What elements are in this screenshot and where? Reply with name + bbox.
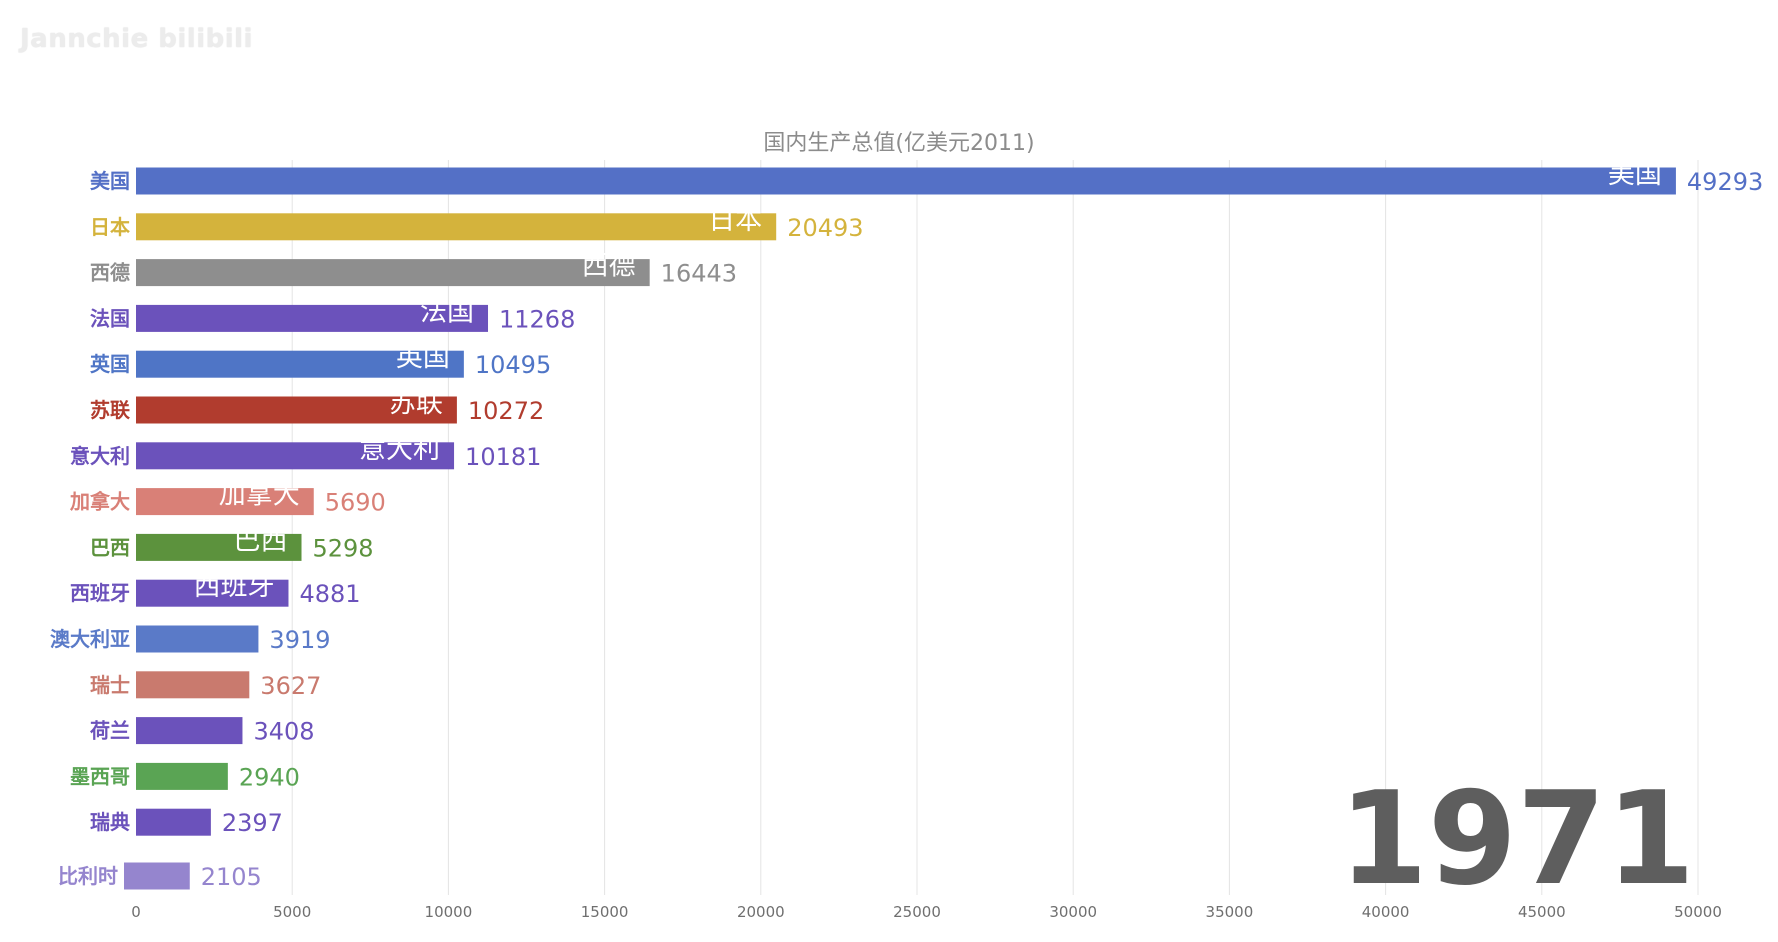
bar-value-label: 3408 <box>253 718 314 746</box>
bar-inner-label: 法国 <box>420 296 474 327</box>
bar-inner-label: 加拿大 <box>219 480 300 511</box>
bar <box>136 396 457 424</box>
category-label: 美国 <box>90 169 130 193</box>
bar <box>136 304 489 332</box>
watermark-logo: Jannchie bilibili <box>20 24 253 54</box>
x-tick-label: 45000 <box>1518 903 1566 921</box>
category-label: 瑞士 <box>90 673 130 697</box>
bar-inner-label: 苏联 <box>389 388 443 419</box>
year-label: 1971 <box>1339 765 1695 914</box>
category-label: 英国 <box>90 352 130 376</box>
bar-value-label: 49293 <box>1687 168 1763 196</box>
bar-inner-label: 意大利 <box>359 434 440 465</box>
x-tick-label: 30000 <box>1049 903 1097 921</box>
bar <box>136 808 211 836</box>
bar-inner-label: 日本 <box>708 205 762 236</box>
bar-value-label: 3919 <box>269 626 330 654</box>
category-label: 西德 <box>90 261 130 285</box>
category-label: 日本 <box>90 215 130 239</box>
bar-value-label: 2397 <box>222 809 283 837</box>
bar <box>136 350 464 378</box>
bar-value-label: 5298 <box>313 534 374 562</box>
bar-value-label: 10181 <box>465 443 541 471</box>
category-label: 荷兰 <box>90 719 130 743</box>
bar-value-label: 2105 <box>201 863 262 891</box>
bar-inner-label: 西班牙 <box>193 571 274 602</box>
category-label: 瑞典 <box>90 810 130 834</box>
category-label: 巴西 <box>90 535 130 559</box>
x-tick-label: 20000 <box>737 903 785 921</box>
bar <box>136 442 455 470</box>
bar-inner-label: 巴西 <box>234 525 288 556</box>
x-tick-label: 5000 <box>273 903 311 921</box>
bar-inner-label: 西德 <box>582 251 636 282</box>
bar-value-label: 11268 <box>499 305 575 333</box>
bar <box>136 533 302 561</box>
bar <box>136 717 243 745</box>
bar <box>136 625 259 653</box>
bar-inner-label: 美国 <box>1608 159 1662 190</box>
category-label: 加拿大 <box>69 490 130 514</box>
x-tick-label: 35000 <box>1206 903 1254 921</box>
bars: 美国 49293 日本 20493 西德 16443 法国 11268 英国 10495 苏联 102… <box>124 159 1763 891</box>
x-tick-label: 40000 <box>1362 903 1410 921</box>
x-tick-label: 0 <box>131 903 141 921</box>
bar <box>136 167 1676 195</box>
category-label: 意大利 <box>70 444 130 468</box>
bar-value-label: 3627 <box>260 672 321 700</box>
bar <box>136 213 777 241</box>
x-tick-label: 15000 <box>581 903 629 921</box>
bar <box>136 259 650 287</box>
bar-value-label: 20493 <box>787 214 863 242</box>
bar <box>136 762 228 790</box>
bar-value-label: 4881 <box>299 580 360 608</box>
bar-value-label: 10495 <box>475 351 551 379</box>
bar-value-label: 5690 <box>325 489 386 517</box>
chart-title: 国内生产总值(亿美元2011) <box>763 131 1034 156</box>
bar-value-label: 10272 <box>468 397 544 425</box>
x-tick-label: 50000 <box>1674 903 1722 921</box>
bar <box>124 862 190 890</box>
category-label: 比利时 <box>58 864 118 888</box>
bar <box>136 488 314 516</box>
bar-inner-label: 英国 <box>396 342 450 373</box>
category-label: 苏联 <box>90 398 130 422</box>
category-label: 西班牙 <box>70 581 130 605</box>
bar-value-label: 2940 <box>239 763 300 791</box>
category-label: 墨西哥 <box>70 764 130 788</box>
x-tick-label: 10000 <box>425 903 473 921</box>
bar <box>136 671 250 699</box>
bar <box>136 579 289 607</box>
x-tick-label: 25000 <box>893 903 941 921</box>
bar-value-label: 16443 <box>661 260 737 288</box>
x-axis-ticks: 0 5000 10000 15000 20000 25000 30000 35000 40000… <box>131 903 1722 921</box>
category-label: 澳大利亚 <box>50 627 130 651</box>
category-label: 法国 <box>90 306 130 330</box>
